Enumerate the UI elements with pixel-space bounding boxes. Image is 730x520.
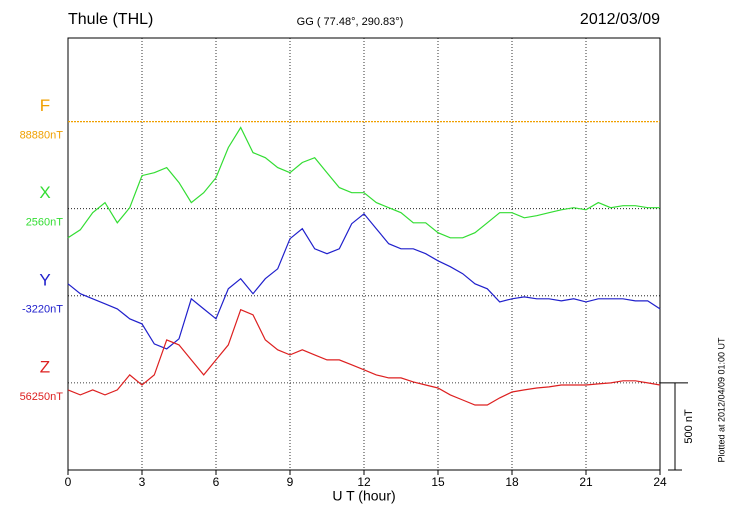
series-name: Y xyxy=(39,270,50,289)
baseline-label: 2560nT xyxy=(26,217,64,229)
series-line xyxy=(67,126,660,239)
baseline-label: 88880nT xyxy=(20,130,64,142)
series-line xyxy=(67,212,661,350)
series-line xyxy=(67,308,661,406)
x-tick-label: 24 xyxy=(653,475,667,489)
x-tick-label: 9 xyxy=(287,475,294,489)
x-tick-label: 6 xyxy=(213,475,220,489)
x-axis-label: U T (hour) xyxy=(332,488,395,504)
baseline-label: 56250nT xyxy=(20,391,64,403)
x-tick-label: 15 xyxy=(431,475,445,489)
scale-bar-label: 500 nT xyxy=(683,409,695,444)
chart-title: Thule (THL) xyxy=(68,11,153,28)
series-name: F xyxy=(40,96,50,115)
x-tick-label: 21 xyxy=(579,475,593,489)
x-tick-label: 3 xyxy=(139,475,146,489)
baseline-label: -3220nT xyxy=(22,304,63,316)
x-tick-label: 0 xyxy=(65,475,72,489)
subtitle: GG ( 77.48°, 290.83°) xyxy=(297,16,404,28)
series-name: Z xyxy=(40,357,50,376)
footnote: Plotted at 2012/04/09 01:00 UT xyxy=(716,337,726,463)
x-tick-label: 12 xyxy=(357,475,371,489)
series-name: X xyxy=(39,183,50,202)
x-tick-label: 18 xyxy=(505,475,519,489)
date: 2012/03/09 xyxy=(580,11,660,28)
